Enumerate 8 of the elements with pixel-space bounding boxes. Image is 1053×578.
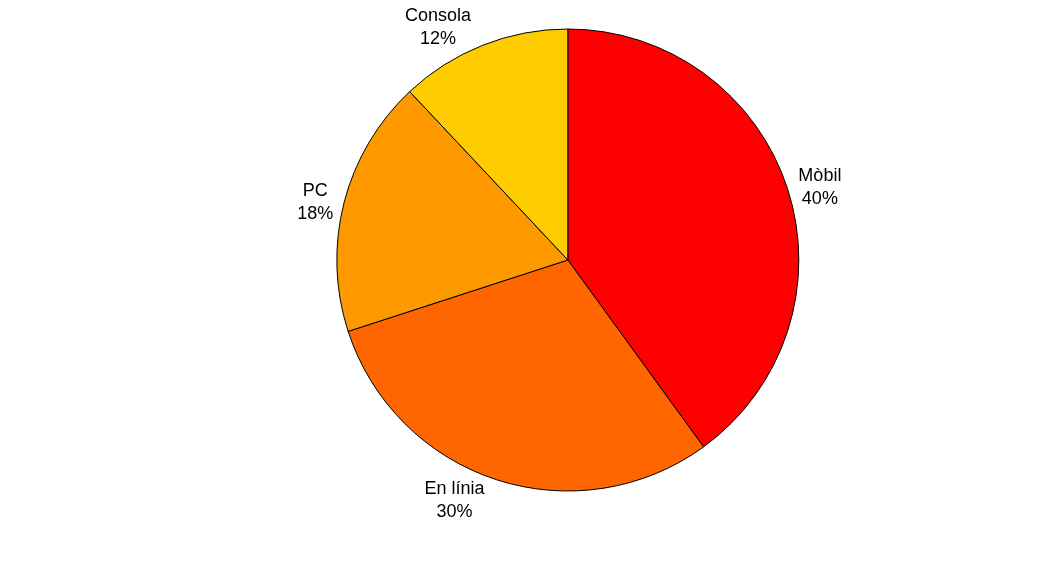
slice-label: Mòbil — [798, 164, 842, 185]
data-label: 12% — [419, 28, 456, 49]
slice-label: Consola — [404, 4, 472, 25]
data-label: 40% — [801, 188, 838, 209]
slice-label: En línia — [424, 477, 486, 498]
data-label: 18% — [297, 202, 334, 223]
data-label: 30% — [436, 501, 473, 522]
slice-label: PC — [302, 179, 328, 200]
